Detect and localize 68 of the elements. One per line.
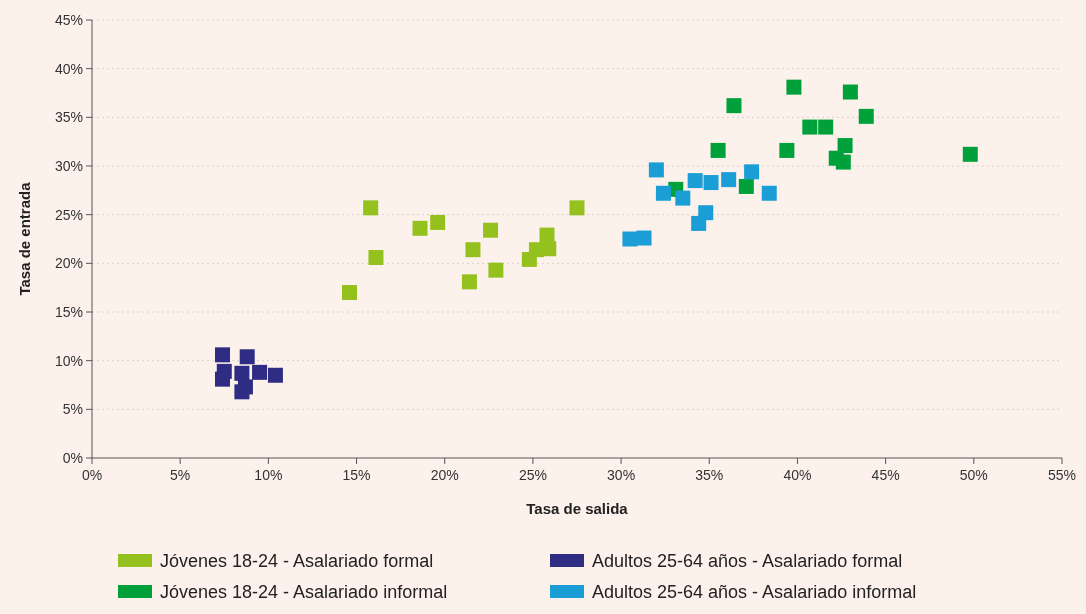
x-tick-label: 10% (254, 467, 283, 483)
x-tick-label: 45% (871, 467, 900, 483)
x-tick-label: 40% (783, 467, 812, 483)
point (368, 249, 384, 265)
point (837, 138, 853, 154)
y-tick-label: 10% (54, 352, 83, 369)
point (488, 262, 504, 278)
point (465, 242, 481, 258)
point (842, 84, 858, 100)
y-tick-label: 20% (54, 255, 83, 272)
point (234, 384, 250, 400)
point (962, 146, 978, 162)
point (744, 164, 760, 180)
point (648, 162, 664, 178)
point (267, 367, 283, 383)
x-tick-label: 20% (430, 467, 459, 483)
legend-label: Adultos 25-64 años - Asalariado formal (592, 551, 903, 571)
y-tick-label: 15% (54, 304, 83, 320)
point (622, 231, 638, 247)
x-tick-label: 25% (518, 467, 547, 483)
point (726, 98, 742, 114)
point (239, 349, 255, 365)
point (779, 142, 795, 158)
legend-label: Adultos 25-64 años - Asalariado informal (592, 582, 917, 602)
point (687, 173, 703, 189)
point (341, 285, 357, 301)
y-axis-title: Tasa de entrada (16, 181, 33, 296)
point (483, 222, 499, 238)
point (569, 200, 585, 216)
y-tick-label: 30% (54, 158, 83, 174)
point (802, 119, 818, 135)
legend-label: Jóvenes 18-24 - Asalariado informal (160, 582, 448, 602)
point (461, 274, 477, 290)
x-tick-label: 5% (170, 467, 191, 483)
point (252, 364, 268, 380)
x-tick-label: 30% (607, 467, 636, 483)
point (675, 190, 691, 206)
point (721, 172, 737, 188)
point (786, 79, 802, 95)
point (710, 142, 726, 158)
y-tick-label: 45% (54, 12, 83, 28)
point (655, 185, 671, 201)
x-axis-title: Tasa de salida (526, 500, 629, 517)
y-tick-label: 35% (54, 109, 83, 126)
y-tick-label: 40% (54, 60, 83, 77)
y-tick-label: 5% (62, 401, 83, 418)
point (761, 185, 777, 201)
point (363, 200, 379, 216)
x-tick-label: 55% (1047, 467, 1077, 483)
point (412, 220, 428, 236)
point (858, 108, 874, 124)
point (215, 371, 231, 387)
point (234, 365, 250, 381)
y-tick-label: 25% (54, 206, 83, 223)
point (835, 154, 851, 170)
point (691, 215, 707, 231)
point (738, 178, 754, 194)
point (636, 230, 652, 246)
point (430, 214, 446, 230)
x-tick-label: 0% (81, 467, 103, 483)
x-tick-label: 15% (342, 467, 371, 483)
y-tick-label: 0% (62, 450, 83, 466)
legend-label: Jóvenes 18-24 - Asalariado formal (160, 551, 434, 571)
point (818, 119, 834, 135)
point (703, 175, 719, 191)
point (215, 347, 231, 363)
x-tick-label: 50% (959, 467, 988, 483)
x-tick-label: 35% (695, 467, 724, 483)
